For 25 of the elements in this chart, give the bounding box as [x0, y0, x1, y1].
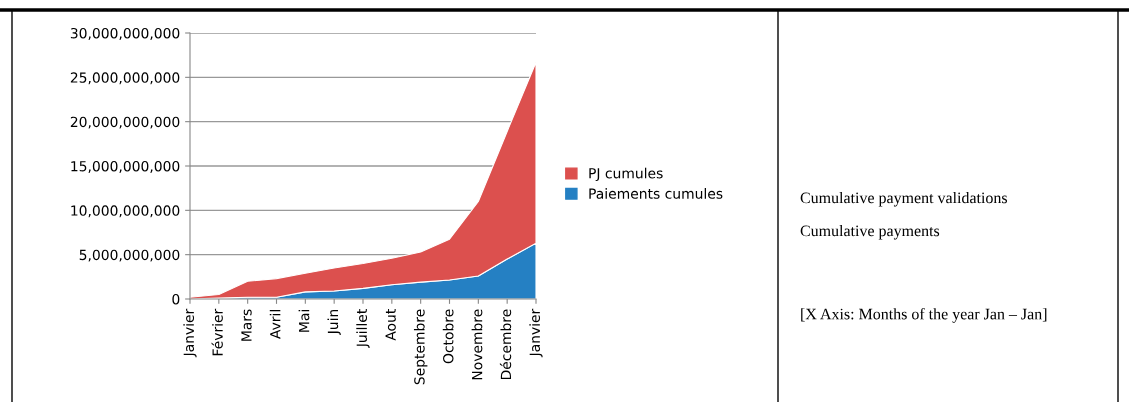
x-tick-label: Aout [385, 309, 396, 341]
x-tick-label: Janvier [183, 308, 197, 358]
text: Cumulative payments [800, 225, 940, 240]
y-tick-label: 20,000,000,000 [70, 116, 180, 129]
x-tick-label: Octobre [442, 309, 454, 364]
y-tick-label: 25,000,000,000 [70, 72, 180, 85]
x-tick-label: Janvier [529, 308, 543, 358]
y-tick-label: 0 [172, 293, 180, 305]
x-tick-label: Avril [269, 310, 281, 339]
text: Cumulative payment validations [800, 192, 1008, 207]
x-tick-label: Juillet [356, 309, 370, 348]
y-tick-label: 5,000,000,000 [79, 249, 180, 262]
x-tick-label: Février [211, 308, 223, 356]
y-tick-label: 10,000,000,000 [71, 205, 180, 218]
x-tick-label: Décembre [499, 309, 512, 380]
y-tick-label: 15,000,000,000 [71, 160, 180, 173]
x-tick-label: Juin [327, 309, 341, 335]
legend-label: Paiements cumules [589, 188, 723, 199]
text: [X Axis: Months of the year Jan – Jan] [801, 308, 1047, 323]
x-tick-label: Mars [241, 309, 252, 341]
y-tick-label: 30,000,000,000 [70, 27, 180, 40]
x-tick-label: Septembre [413, 309, 428, 385]
x-tick-label: Novembre [471, 309, 483, 380]
legend-label: PJ cumules [589, 167, 663, 182]
x-tick-label: Mai [298, 310, 310, 332]
